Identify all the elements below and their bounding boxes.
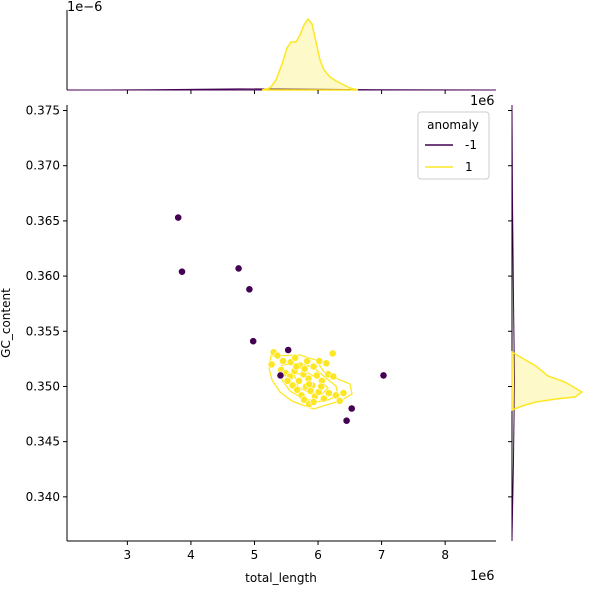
y-tick-label-7: 0.375 <box>26 104 60 118</box>
point-anomaly-minus-1-6 <box>276 371 285 380</box>
scatter-points <box>174 213 388 425</box>
point-anomaly-minus-1-2 <box>234 264 243 273</box>
x-tick-label-8: 8 <box>441 548 449 562</box>
point-anomaly-1-37 <box>339 389 348 397</box>
point-anomaly-minus-1-4 <box>249 337 258 346</box>
y-tick-label-2: 0.350 <box>26 379 60 393</box>
top-marginal-offset-label: 1e−6 <box>67 0 102 15</box>
point-anomaly-1-32 <box>324 389 333 397</box>
point-anomaly-1-1 <box>273 351 282 360</box>
legend-label-anomaly-1: 1 <box>465 160 473 174</box>
legend-label-anomaly-minus-1: -1 <box>465 138 477 152</box>
point-anomaly-1-23 <box>329 372 338 381</box>
right-marginal-ticks <box>508 110 512 498</box>
point-anomaly-1-25 <box>293 385 301 394</box>
point-anomaly-1-36 <box>331 391 340 400</box>
point-anomaly-1-40 <box>292 362 301 371</box>
y-tick-label-6: 0.370 <box>26 159 60 173</box>
point-anomaly-1-31 <box>319 394 328 403</box>
point-anomaly-minus-1-3 <box>245 285 254 294</box>
point-anomaly-minus-1-1 <box>178 267 186 276</box>
point-anomaly-1-38 <box>335 396 344 405</box>
point-anomaly-1-41 <box>300 364 309 373</box>
y-tick-label-1: 0.345 <box>26 435 60 449</box>
x-tick-label-7: 7 <box>378 548 386 562</box>
yellow-density-contour-outer <box>268 354 353 410</box>
x-tick-label-3: 3 <box>124 548 132 562</box>
top-marginal-plot: 1e−6 <box>66 0 497 91</box>
point-anomaly-1-42 <box>305 380 313 389</box>
top-marginal-ticks <box>126 90 446 94</box>
x-tick-label-6: 6 <box>314 548 322 562</box>
point-anomaly-minus-1-7 <box>379 371 388 380</box>
y-tick-label-0: 0.340 <box>26 490 60 504</box>
point-anomaly-1-43 <box>317 382 326 391</box>
point-anomaly-1-35 <box>309 397 318 406</box>
point-anomaly-1-2 <box>279 357 287 365</box>
point-anomaly-1-9 <box>303 357 312 365</box>
point-anomaly-minus-1-5 <box>284 346 293 354</box>
main-x-offset-label: 1e6 <box>470 569 495 584</box>
point-anomaly-1-33 <box>300 395 308 404</box>
point-anomaly-1-13 <box>328 349 337 358</box>
y-axis-ticks: 0.340 0.345 0.350 0.355 0.360 0.365 0.370 0.375 <box>26 104 67 504</box>
point-anomaly-minus-1-0 <box>174 213 183 222</box>
x-tick-label-4: 4 <box>187 548 195 562</box>
x-tick-label-5: 5 <box>251 548 259 562</box>
point-anomaly-1-16 <box>295 376 303 385</box>
top-marginal-yellow-density <box>261 17 359 91</box>
x-axis-label: total_length <box>245 571 317 585</box>
point-anomaly-1-10 <box>309 362 318 371</box>
point-anomaly-1-20 <box>312 371 321 380</box>
point-anomaly-1-12 <box>322 359 331 368</box>
legend: anomaly -1 1 <box>417 111 490 180</box>
right-marginal-purple-density <box>511 104 516 542</box>
point-anomaly-1-39 <box>283 376 292 385</box>
point-anomaly-1-7 <box>291 353 300 362</box>
y-tick-label-5: 0.365 <box>26 214 60 228</box>
legend-title: anomaly <box>427 118 479 132</box>
y-axis-label: GC_content <box>0 288 13 358</box>
y-tick-label-4: 0.360 <box>26 269 60 283</box>
point-anomaly-minus-1-8 <box>347 404 356 413</box>
x-axis-ticks: 3 4 5 6 7 8 <box>124 541 449 562</box>
right-marginal-yellow-density <box>511 350 584 412</box>
point-anomaly-1-3 <box>267 360 276 369</box>
point-anomaly-minus-1-9 <box>342 416 351 425</box>
right-marginal-plot: 1e6 <box>470 94 584 542</box>
y-tick-label-3: 0.355 <box>26 324 60 338</box>
point-anomaly-1-11 <box>315 357 324 365</box>
main-y-offset-label: 1e6 <box>470 94 495 109</box>
legend-box <box>417 111 490 180</box>
